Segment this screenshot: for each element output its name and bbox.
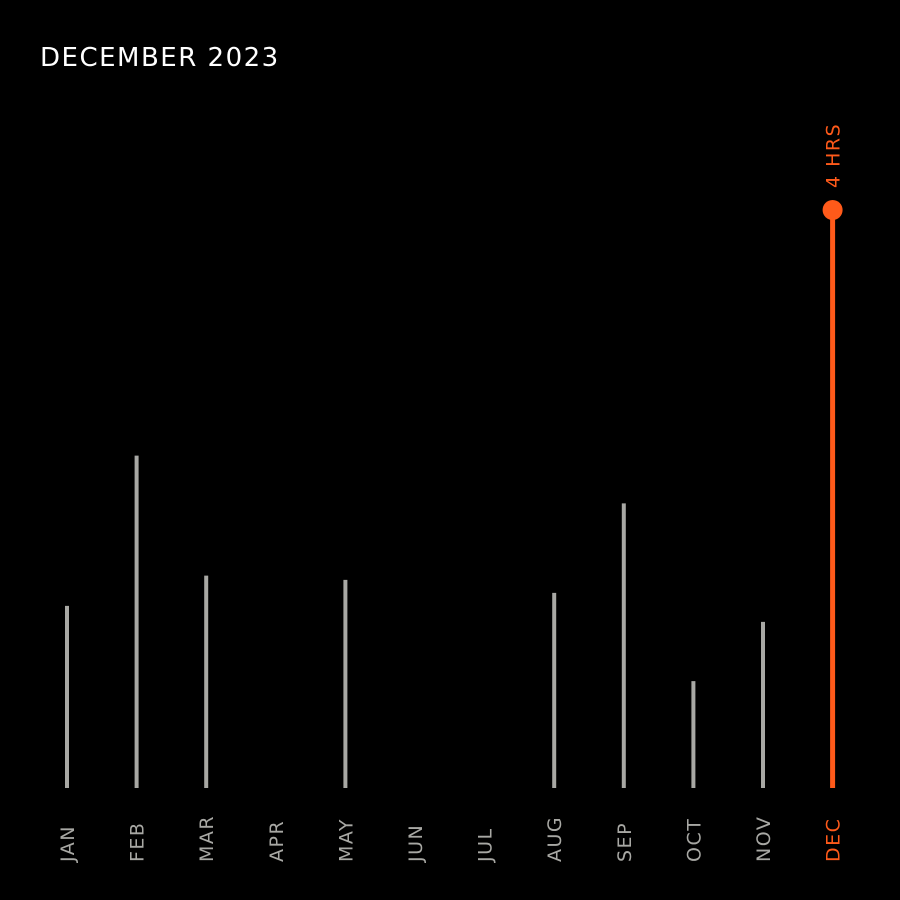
bar-group bbox=[65, 210, 836, 788]
highlight-value-label: 4 HRS bbox=[823, 123, 845, 188]
month-label-apr: APR bbox=[266, 820, 288, 862]
month-label-nov: NOV bbox=[753, 816, 775, 862]
month-label-jan: JAN bbox=[57, 825, 79, 863]
highlight-annotation: 4 HRS bbox=[822, 123, 845, 220]
month-label-may: MAY bbox=[335, 818, 357, 862]
month-label-sep: SEP bbox=[614, 822, 636, 862]
month-label-aug: AUG bbox=[544, 816, 566, 862]
month-label-dec: DEC bbox=[823, 818, 845, 862]
month-label-mar: MAR bbox=[196, 815, 218, 862]
highlight-marker bbox=[822, 200, 843, 220]
month-label-jun: JUN bbox=[405, 824, 427, 863]
month-label-jul: JUL bbox=[475, 827, 497, 863]
month-label-oct: OCT bbox=[683, 818, 705, 862]
category-labels: JAN FEB MAR APR MAY JUN JUL AUG SEP OCT NOV DEC bbox=[57, 815, 845, 863]
chart-title: DECEMBER 2023 bbox=[40, 43, 280, 73]
month-label-feb: FEB bbox=[127, 822, 149, 862]
